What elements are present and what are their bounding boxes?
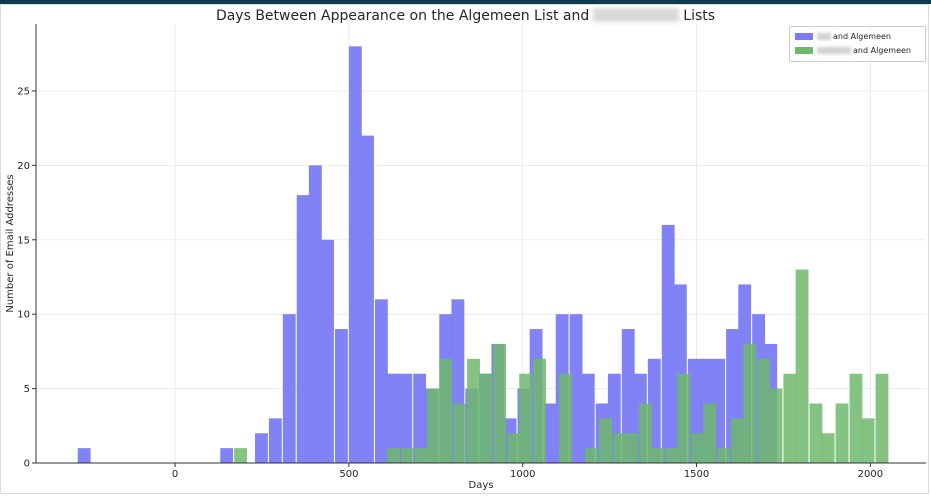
histogram-bar bbox=[677, 373, 691, 463]
histogram-bar bbox=[665, 448, 679, 463]
y-tick-label: 5 bbox=[24, 384, 30, 395]
histogram-bar bbox=[493, 343, 507, 463]
axes bbox=[35, 24, 926, 464]
histogram-bar bbox=[585, 448, 599, 463]
histogram-bar bbox=[569, 314, 583, 463]
redacted-title-text bbox=[593, 8, 680, 22]
histogram-bar bbox=[453, 403, 467, 463]
histogram-bar bbox=[599, 418, 613, 463]
window-top-bar bbox=[0, 0, 931, 4]
histogram-bar bbox=[361, 135, 374, 463]
y-axis-label: Number of Email Addresses bbox=[5, 174, 16, 312]
histogram-bar bbox=[234, 448, 248, 463]
legend-label-series-2: and Algemeen bbox=[853, 45, 911, 55]
histogram-bar bbox=[414, 448, 428, 463]
histogram-bar bbox=[795, 269, 809, 463]
histogram-bar bbox=[639, 403, 653, 463]
x-tick-label: 0 bbox=[172, 469, 178, 480]
histogram-bar bbox=[387, 373, 400, 463]
histogram-bar bbox=[875, 373, 889, 463]
histogram-bar bbox=[769, 388, 783, 463]
chart-title-start: Days Between Appearance on the Algemeen … bbox=[215, 8, 590, 24]
histogram-bar bbox=[581, 373, 595, 463]
histogram-bar bbox=[651, 448, 665, 463]
histogram-bar bbox=[282, 314, 296, 463]
y-tick-label: 15 bbox=[17, 235, 30, 246]
legend-item-series-1: and Algemeen bbox=[795, 30, 891, 42]
chart-legend: and Algemeen and Algemeen bbox=[789, 26, 926, 62]
histogram-bar bbox=[399, 373, 413, 463]
histogram-bar bbox=[559, 373, 573, 463]
chart-frame bbox=[0, 4, 929, 494]
x-tick-label: 2000 bbox=[858, 469, 883, 480]
histogram-bar bbox=[427, 388, 440, 463]
histogram-bar bbox=[348, 46, 362, 464]
chart-title: Days Between Appearance on the Algemeen … bbox=[0, 8, 931, 24]
histogram-bar bbox=[743, 343, 757, 463]
histogram-bar bbox=[625, 433, 639, 463]
redacted-legend-text bbox=[817, 46, 851, 54]
histogram-bar bbox=[387, 448, 400, 463]
histogram-bar bbox=[413, 373, 427, 463]
histogram-bar bbox=[691, 433, 705, 463]
histogram-bar bbox=[821, 433, 835, 463]
histogram-bar bbox=[401, 448, 414, 463]
histogram-bar bbox=[861, 418, 875, 463]
histogram-bar bbox=[268, 418, 282, 463]
x-tick-label: 1000 bbox=[510, 469, 535, 480]
legend-label-series-1: and Algemeen bbox=[833, 31, 891, 41]
y-tick-label: 20 bbox=[17, 161, 30, 172]
histogram-bar bbox=[479, 373, 493, 463]
histogram-bar bbox=[717, 448, 731, 463]
legend-swatch-series-2 bbox=[795, 46, 813, 54]
y-tick-label: 0 bbox=[24, 459, 30, 470]
histogram-bar bbox=[783, 373, 797, 463]
tick-labels: 0 500 1000 1500 2000 0 5 10 15 20 25 bbox=[17, 86, 883, 480]
y-tick-label: 25 bbox=[17, 86, 30, 97]
series-2-bars bbox=[234, 269, 889, 463]
histogram-bar bbox=[374, 299, 388, 463]
histogram-bar bbox=[703, 403, 717, 463]
legend-item-series-2: and Algemeen bbox=[795, 44, 911, 56]
histogram-bar bbox=[439, 358, 453, 463]
histogram-bar bbox=[334, 329, 348, 463]
histogram-bar bbox=[321, 239, 334, 463]
histogram-bar bbox=[661, 224, 675, 463]
histogram-bar bbox=[731, 418, 745, 463]
chart-title-end: Lists bbox=[683, 8, 716, 24]
histogram-bar bbox=[255, 433, 268, 463]
x-tick-label: 500 bbox=[339, 469, 358, 480]
legend-swatch-series-1 bbox=[795, 32, 813, 40]
histogram-bar bbox=[533, 358, 547, 463]
x-tick-label: 1500 bbox=[684, 469, 709, 480]
y-tick-label: 10 bbox=[17, 310, 30, 321]
histogram-bar bbox=[543, 403, 557, 463]
histogram-bar bbox=[613, 433, 626, 463]
histogram-bar bbox=[296, 195, 310, 463]
histogram-bar bbox=[621, 329, 635, 463]
histogram-bar bbox=[308, 165, 322, 464]
histogram-bar bbox=[519, 373, 533, 463]
histogram-bar bbox=[77, 448, 91, 463]
histogram-bar bbox=[849, 373, 863, 463]
x-axis-label: Days bbox=[469, 480, 494, 491]
histogram-bar bbox=[809, 403, 823, 463]
histogram-bar bbox=[757, 358, 771, 463]
histogram-bar bbox=[507, 433, 520, 463]
histogram-bar bbox=[467, 358, 480, 463]
redacted-legend-text bbox=[817, 32, 831, 40]
histogram-bar bbox=[835, 403, 849, 463]
histogram-bar bbox=[220, 448, 234, 463]
